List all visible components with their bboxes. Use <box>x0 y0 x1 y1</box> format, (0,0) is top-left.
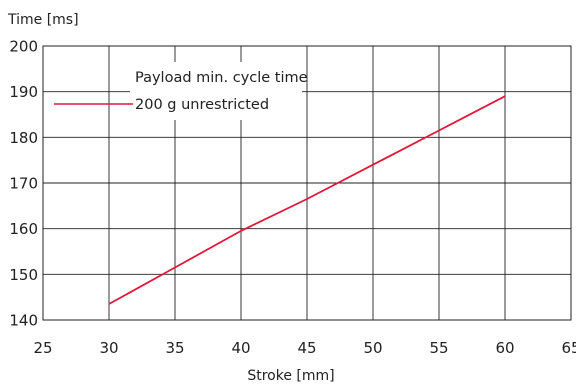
series-lines <box>108 95 506 305</box>
x-tick-label: 25 <box>33 339 52 357</box>
x-tick-label: 40 <box>231 339 250 357</box>
y-tick-label: 190 <box>9 83 38 101</box>
legend: Payload min. cycle time 200 g unrestrict… <box>54 62 308 120</box>
x-tick-label: 35 <box>165 339 184 357</box>
x-tick-label: 60 <box>495 339 514 357</box>
series-line <box>108 95 506 305</box>
legend-title: Payload min. cycle time <box>135 70 308 86</box>
x-tick-labels: 25 30 35 40 45 50 55 60 65 <box>33 339 576 357</box>
x-tick-label: 50 <box>363 339 382 357</box>
plot-frame <box>42 45 572 321</box>
x-tick-label: 55 <box>429 339 448 357</box>
legend-background <box>130 62 302 120</box>
y-tick-label: 160 <box>9 220 38 238</box>
x-tick-label: 30 <box>99 339 118 357</box>
y-tick-label: 150 <box>9 266 38 284</box>
y-tick-label: 180 <box>9 129 38 147</box>
y-tick-label: 140 <box>9 312 38 330</box>
x-tick-label: 65 <box>561 339 576 357</box>
y-axis-title: Time [ms] <box>7 12 79 28</box>
plot-border <box>42 45 572 321</box>
grid-lines <box>42 45 572 321</box>
x-axis-title: Stroke [mm] <box>247 368 334 384</box>
y-tick-label: 170 <box>9 175 38 193</box>
y-tick-label: 200 <box>9 38 38 56</box>
y-tick-labels: 140 150 160 170 180 190 200 <box>9 38 38 330</box>
x-tick-label: 45 <box>297 339 316 357</box>
legend-series-label: 200 g unrestricted <box>135 97 269 113</box>
